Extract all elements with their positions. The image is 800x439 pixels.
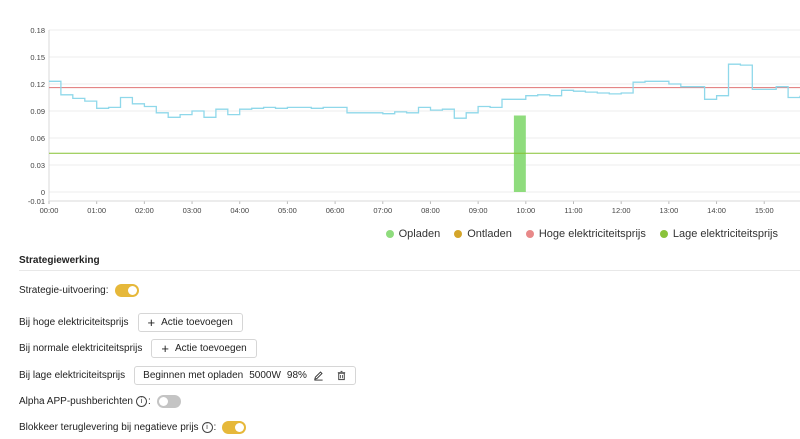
edit-icon[interactable] (313, 370, 324, 381)
strategy-execution-label: Strategie-uitvoering: (19, 285, 109, 296)
action-power: 5000W (249, 370, 281, 381)
legend-item-charging[interactable]: Opladen (385, 228, 441, 240)
strategy-execution-row: Strategie-uitvoering: (19, 284, 139, 297)
chart-legend: Opladen Ontladen Hoge elektriciteitsprij… (385, 228, 778, 240)
push-toggle[interactable] (156, 395, 181, 408)
high-price-dot-icon (525, 230, 534, 238)
x-tick-label: 05:00 (278, 206, 297, 215)
x-tick-label: 15:00 (755, 206, 774, 215)
push-label: Alpha APP-pushberichten (19, 396, 133, 407)
x-tick-label: 11:00 (564, 206, 582, 215)
add-action-label: Actie toevoegen (174, 343, 247, 354)
x-tick-label: 07:00 (373, 206, 392, 215)
block-feedin-row: Blokkeer teruglevering bij negatieve pri… (19, 421, 247, 434)
action-soc: 98% (286, 370, 307, 381)
x-tick-label: 03:00 (183, 206, 202, 215)
y-tick-label: 0 (41, 188, 45, 197)
normal-price-label: Bij normale elektriciteitsprijs (19, 343, 143, 354)
legend-item-discharging[interactable]: Ontladen (454, 228, 512, 240)
x-tick-label: 13:00 (659, 206, 678, 215)
price-series-line (49, 63, 800, 119)
legend-label: Ontladen (467, 228, 512, 240)
legend-label: Opladen (398, 228, 441, 240)
x-tick-label: 08:00 (421, 206, 440, 215)
normal-price-row: Bij normale elektriciteitsprijs + Actie … (19, 339, 257, 358)
x-tick-label: 06:00 (326, 206, 345, 215)
x-tick-label: 02:00 (135, 206, 154, 215)
normal-price-add-action-button[interactable]: + Actie toevoegen (151, 339, 257, 358)
charging-dot-icon (385, 230, 394, 238)
action-mode: Beginnen met opladen (143, 370, 244, 381)
legend-label: Lage elektriciteitsprijs (672, 228, 778, 240)
info-icon[interactable]: i (135, 396, 147, 407)
y-tick-label: 0.03 (30, 161, 45, 170)
legend-item-high-price[interactable]: Hoge elektriciteitsprijs (525, 228, 646, 240)
info-icon[interactable]: i (201, 422, 213, 433)
x-tick-label: 12:00 (612, 206, 631, 215)
toggle-knob (158, 397, 168, 406)
discharging-dot-icon (454, 230, 463, 238)
high-price-add-action-button[interactable]: + Actie toevoegen (137, 313, 243, 332)
x-tick-label: 10:00 (516, 206, 535, 215)
y-tick-label: 0.06 (30, 134, 45, 143)
legend-item-low-price[interactable]: Lage elektriciteitsprijs (659, 228, 778, 240)
plus-icon: + (147, 314, 156, 330)
toggle-knob (127, 286, 137, 295)
y-tick-label: -0.01 (28, 197, 45, 206)
y-tick-label: 0.18 (30, 26, 45, 35)
plus-icon: + (161, 340, 169, 356)
toggle-knob (235, 423, 245, 432)
low-price-label: Bij lage elektriciteitsprijs (19, 370, 126, 381)
block-feedin-toggle[interactable] (222, 421, 247, 434)
section-title: Strategiewerking (19, 255, 100, 266)
strategy-execution-toggle[interactable] (114, 284, 139, 297)
low-price-dot-icon (659, 230, 668, 238)
add-action-label: Actie toevoegen (161, 317, 233, 328)
high-price-row: Bij hoge elektriciteitsprijs + Actie toe… (19, 313, 243, 332)
y-tick-label: 0.12 (30, 80, 45, 89)
low-price-row: Bij lage elektriciteitsprijs Beginnen me… (19, 366, 356, 385)
delete-icon[interactable] (336, 370, 347, 381)
block-feedin-label: Blokkeer teruglevering bij negatieve pri… (19, 422, 199, 433)
x-tick-label: 09:00 (469, 206, 488, 215)
push-colon: : (147, 396, 151, 407)
x-tick-label: 04:00 (230, 206, 249, 215)
y-tick-label: 0.15 (30, 53, 45, 62)
legend-label: Hoge elektriciteitsprijs (538, 228, 646, 240)
block-colon: : (213, 422, 217, 433)
y-tick-label: 0.09 (30, 107, 45, 116)
section-divider (19, 270, 800, 271)
x-tick-label: 14:00 (707, 206, 726, 215)
high-price-label: Bij hoge elektriciteitsprijs (19, 317, 129, 328)
x-tick-label: 00:00 (40, 206, 59, 215)
x-tick-label: 01:00 (87, 206, 106, 215)
low-price-action: Beginnen met opladen 5000W 98% (134, 366, 356, 385)
push-row: Alpha APP-pushberichten i : (19, 395, 181, 408)
